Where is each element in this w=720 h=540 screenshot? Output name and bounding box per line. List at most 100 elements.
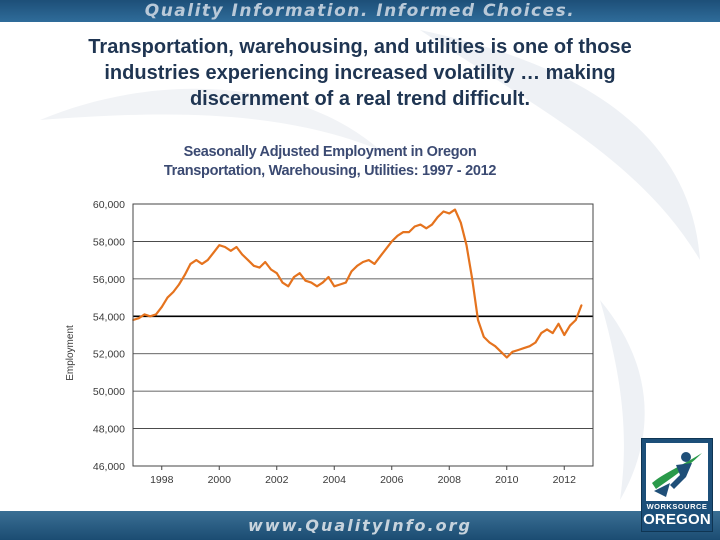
series-point (275, 272, 278, 275)
series-point (229, 249, 232, 252)
footer-url[interactable]: www.QualityInfo.org (248, 516, 472, 535)
series-point (482, 336, 485, 338)
footer-band (0, 511, 720, 540)
slide-heading-line-2: industries experiencing increased volati… (104, 62, 616, 84)
series-point (252, 264, 255, 267)
series-point (310, 281, 313, 284)
series-point (201, 263, 203, 265)
y-tick-label: 60,000 (93, 199, 125, 211)
series-point (511, 350, 514, 353)
series-point (408, 231, 410, 234)
series-point (459, 221, 462, 224)
series-point (264, 261, 267, 263)
y-tick-label: 58,000 (93, 236, 125, 248)
logo-emblem (646, 443, 708, 501)
y-tick-label: 46,000 (93, 461, 125, 473)
series-point (241, 253, 244, 256)
series-point (149, 315, 152, 318)
series-point (293, 276, 295, 278)
series-point (436, 216, 439, 219)
y-tick-label: 54,000 (93, 311, 125, 323)
series-point (333, 285, 336, 288)
series-point (465, 244, 468, 247)
series-point (183, 274, 186, 276)
series-point (212, 251, 215, 254)
chart-title-line-2: Transportation, Warehousing, Utilities: … (163, 163, 497, 179)
series-point (166, 296, 169, 299)
series-point (396, 234, 399, 237)
series-point (287, 285, 290, 288)
series-point (442, 210, 445, 213)
chart-title-line-1: Seasonally Adjusted Employment in Oregon (183, 144, 477, 160)
series-point (390, 240, 393, 243)
slide-heading: Transportation, warehousing, and utiliti… (30, 34, 690, 112)
series-point (523, 347, 525, 349)
plot-frame (132, 203, 594, 467)
x-tick-label: 1998 (150, 474, 174, 486)
x-tick-label: 2012 (553, 474, 577, 486)
series-point (563, 334, 566, 336)
series-point (298, 272, 301, 275)
x-tick-labels: 1998 2000 2002 2004 2006 2008 2010 2012 (150, 466, 576, 486)
x-tick-label: 2006 (380, 474, 404, 486)
series-point (471, 278, 474, 280)
series-point (557, 322, 560, 325)
series-point (218, 244, 221, 247)
series-point (206, 259, 209, 261)
series-point (448, 212, 451, 215)
series-point (385, 248, 387, 250)
series-point (258, 266, 261, 269)
series-point (339, 283, 341, 286)
logo-text-worksource: WORKSOURCE (646, 502, 708, 511)
x-tick-label: 2000 (208, 474, 232, 486)
series-point (160, 306, 163, 308)
y-tick-label: 52,000 (93, 349, 125, 361)
series-point (569, 324, 571, 327)
series-point (172, 291, 175, 293)
series-point (413, 225, 416, 228)
y-tick-labels: 46,000 48,000 50,000 52,000 54,000 56,000 58,0… (93, 199, 125, 473)
series-point (431, 223, 433, 226)
series-point (224, 246, 226, 248)
worksource-oregon-logo[interactable]: WORKSOURCE OREGON (641, 438, 713, 532)
series-point (500, 350, 502, 353)
series-point (155, 313, 157, 316)
slide-heading-line-1: Transportation, warehousing, and utiliti… (88, 36, 632, 58)
series-line (132, 208, 583, 359)
series-point (477, 319, 479, 321)
series-point (505, 356, 508, 359)
y-axis-label: Employment (65, 325, 76, 381)
series-point (425, 227, 428, 230)
series-point (247, 259, 249, 261)
series-point (494, 345, 497, 348)
series-point (327, 276, 330, 278)
header-tagline: Quality Information. Informed Choices. (144, 1, 576, 21)
y-tick-label: 50,000 (93, 386, 125, 398)
series-point (551, 332, 554, 334)
x-tick-label: 2010 (495, 474, 519, 486)
series-point (143, 313, 146, 316)
series-point (454, 208, 456, 211)
series-point (373, 263, 376, 265)
series-point (534, 341, 537, 344)
slide-heading-line-3: discernment of a real trend difficult. (189, 88, 531, 110)
x-tick-label: 2002 (265, 474, 289, 486)
series-point (195, 259, 198, 261)
series-point (362, 261, 364, 263)
y-tick-label: 56,000 (93, 274, 125, 286)
series-point (281, 281, 284, 284)
runner-icon (652, 452, 702, 497)
series-point (367, 259, 370, 261)
series-point (540, 332, 543, 334)
x-tick-label: 2004 (323, 474, 347, 486)
series-point (344, 281, 347, 284)
logo-text-oregon: OREGON (643, 511, 711, 528)
series-point (178, 283, 180, 286)
series-point (137, 317, 140, 320)
series-point (379, 255, 382, 258)
series-point (270, 268, 272, 271)
series-layer (132, 208, 583, 359)
y-tick-label: 48,000 (93, 424, 125, 436)
